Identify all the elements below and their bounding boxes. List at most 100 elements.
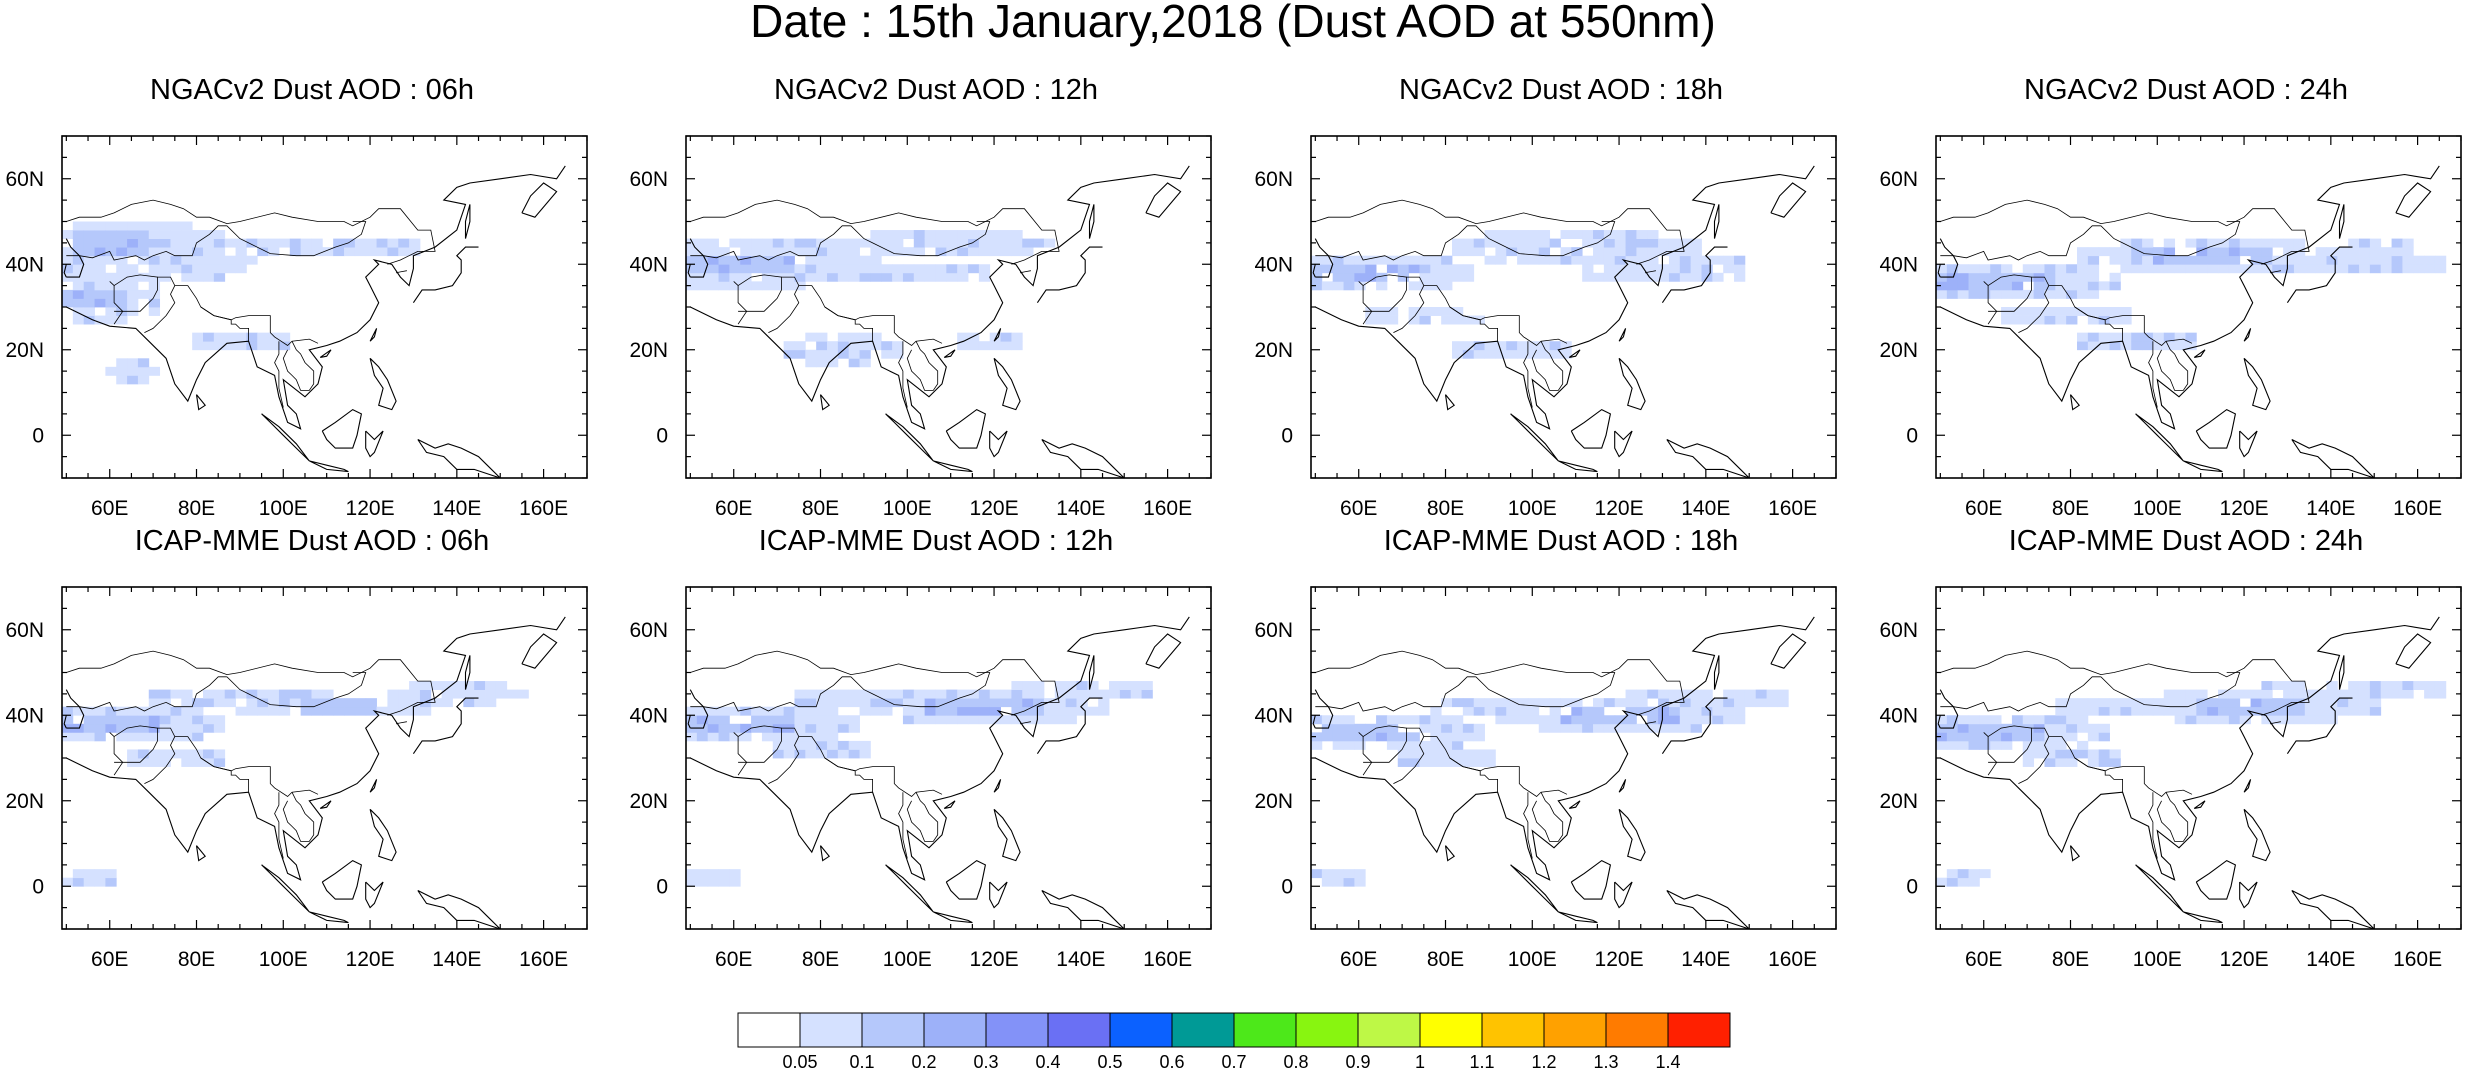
dust-cell xyxy=(696,706,709,716)
dust-cell xyxy=(148,298,161,308)
dust-cell xyxy=(968,332,980,342)
dust-cell xyxy=(1365,723,1377,733)
dust-cell xyxy=(1734,255,1746,265)
dust-cell xyxy=(2261,255,2273,265)
dust-cell xyxy=(1473,723,1485,733)
dust-cell xyxy=(2077,307,2089,316)
dust-cell xyxy=(452,681,464,690)
dust-cell xyxy=(2098,723,2110,733)
dust-cell xyxy=(2402,681,2414,690)
dust-cell xyxy=(1701,264,1713,274)
dust-cell xyxy=(159,221,171,231)
dust-cell xyxy=(1343,264,1355,274)
border xyxy=(396,721,407,725)
coastline xyxy=(1570,859,1612,900)
dust-cell xyxy=(1614,723,1626,733)
dust-cell xyxy=(2250,706,2262,716)
dust-cell xyxy=(1668,706,1681,716)
coastline xyxy=(2195,859,2237,900)
dust-cell xyxy=(837,247,850,257)
dust-cell xyxy=(1473,238,1485,248)
coastline xyxy=(2243,357,2271,411)
dust-cell xyxy=(137,375,150,385)
dust-cell xyxy=(2239,689,2251,699)
dust-cell xyxy=(170,706,182,716)
dust-cell xyxy=(913,272,926,282)
dust-cell xyxy=(2098,749,2110,759)
dust-cell xyxy=(1452,749,1464,759)
dust-cell xyxy=(1043,706,1056,716)
dust-cell xyxy=(2218,706,2230,716)
dust-cell xyxy=(740,706,752,716)
dust-cell xyxy=(2315,255,2327,265)
coastline xyxy=(2243,779,2252,793)
dust-cell xyxy=(2109,749,2121,759)
country-borders xyxy=(66,650,436,859)
coastlines xyxy=(1937,616,2440,929)
dust-cell xyxy=(376,247,388,257)
dust-cell xyxy=(181,238,193,248)
border xyxy=(109,732,124,776)
border xyxy=(798,736,943,798)
dust-cell xyxy=(2424,689,2436,699)
dust-cell xyxy=(72,298,85,308)
lat-tick-label: 40N xyxy=(1254,253,1293,276)
dust-cell xyxy=(2077,281,2089,291)
dust-cell xyxy=(2315,698,2327,708)
dust-cell xyxy=(1636,689,1648,699)
dust-cell xyxy=(1593,723,1605,733)
dust-cell xyxy=(1452,698,1464,708)
dust-cell xyxy=(495,689,508,699)
dust-cell xyxy=(83,255,95,265)
dust-cell xyxy=(827,698,839,708)
dust-cell xyxy=(2087,706,2100,716)
dust-cell xyxy=(2131,264,2143,274)
dust-cell xyxy=(170,230,182,239)
map-panel: NGACv2 Dust AOD : 12h 60E 80E 100E 120E 140E 1… xyxy=(624,74,1248,544)
dust-cell xyxy=(1076,706,1088,716)
dust-cell xyxy=(1000,689,1012,699)
dust-cell xyxy=(116,255,128,265)
dust-cell xyxy=(686,706,698,716)
coastline xyxy=(1088,204,1095,239)
dust-cell xyxy=(837,689,850,699)
dust-cell xyxy=(1582,230,1594,239)
dust-cell xyxy=(978,238,991,248)
coastline xyxy=(933,460,973,473)
dust-cell xyxy=(1408,740,1420,750)
dust-cell xyxy=(2207,698,2219,708)
dust-cell xyxy=(2348,681,2360,690)
dust-cell xyxy=(1141,681,1153,690)
dust-cell xyxy=(2109,332,2121,342)
dust-cell xyxy=(1452,341,1464,351)
dust-cell xyxy=(441,689,453,699)
dust-cell xyxy=(794,749,806,759)
dust-cell xyxy=(1354,732,1366,742)
dust-cell xyxy=(827,689,839,699)
coastline xyxy=(1314,689,1334,729)
dust-cell xyxy=(2185,264,2197,274)
dust-cell xyxy=(1968,869,1980,879)
dust-cell xyxy=(1527,247,1540,257)
dust-cell xyxy=(1506,715,1518,725)
dust-cell xyxy=(1365,272,1377,282)
coastline xyxy=(943,349,956,358)
dust-cell xyxy=(1636,706,1648,716)
lat-tick-label: 0 xyxy=(1906,875,1918,898)
coastline xyxy=(521,633,558,669)
dust-cell xyxy=(1397,264,1410,274)
dust-cell xyxy=(751,706,763,716)
dust-cell xyxy=(2142,255,2154,265)
country-borders xyxy=(1940,199,2310,408)
coastline xyxy=(1558,911,1598,924)
dust-cell xyxy=(837,272,850,282)
dust-cell xyxy=(203,238,215,248)
dust-cell xyxy=(105,877,117,887)
dust-cell xyxy=(1011,689,1023,699)
dust-cell xyxy=(1098,698,1110,708)
dust-cell xyxy=(1343,255,1355,265)
dust-cell xyxy=(1408,281,1420,291)
dust-cell xyxy=(1365,315,1377,325)
dust-cell xyxy=(1571,255,1583,265)
